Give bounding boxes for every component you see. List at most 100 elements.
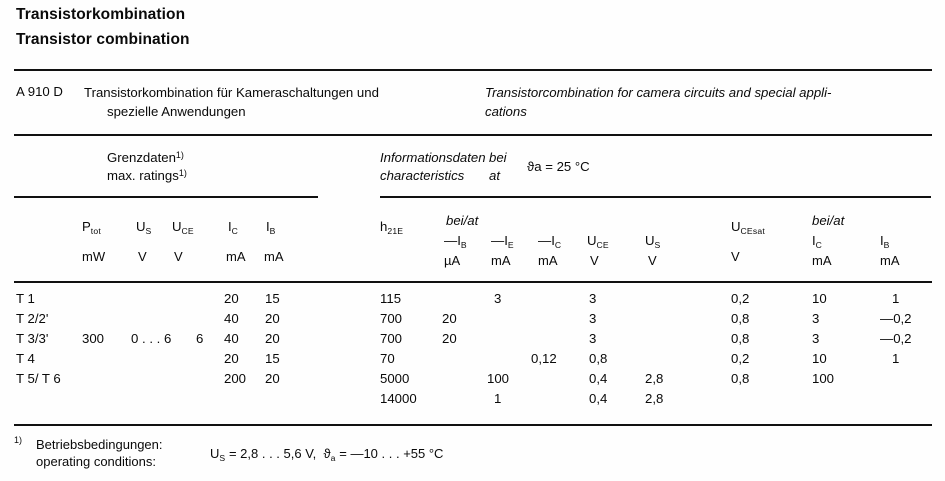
column-unit-cond-us: V xyxy=(648,253,657,268)
page-title-de: Transistorkombination xyxy=(16,6,186,23)
column-header-uce: UCE xyxy=(172,219,194,236)
symbol-sub: B xyxy=(460,239,467,250)
table-row-label: T 1 xyxy=(16,291,35,306)
rule-below-description xyxy=(14,134,932,136)
column-header-ptot: Ptot xyxy=(82,219,101,236)
cell-ic: 40 xyxy=(224,311,239,326)
type-number: A 910 D xyxy=(16,84,63,99)
symbol-sub: CE xyxy=(596,239,609,250)
cell-sat-ib: —0,2 xyxy=(880,311,912,326)
symbol-base: U xyxy=(645,233,655,248)
cell-ucesat: 0,8 xyxy=(731,371,750,386)
cell-h21e: 14000 xyxy=(380,391,417,406)
table-row-label: T 5/ T 6 xyxy=(16,371,61,386)
cell-ucesat: 0,2 xyxy=(731,291,750,306)
cell-sat-ic: 100 xyxy=(812,371,835,386)
cell-cond-ib: 20 xyxy=(442,311,457,326)
rule-below-data xyxy=(14,424,932,426)
symbol-base: —I xyxy=(491,233,508,248)
cell-cond-ic: 0,12 xyxy=(531,351,557,366)
cell-ib: 20 xyxy=(265,331,280,346)
description-de-line2: spezielle Anwendungen xyxy=(107,104,246,119)
cell-ic: 40 xyxy=(224,331,239,346)
group-header-characteristics-en: characteristics xyxy=(380,168,465,183)
symbol-base: U xyxy=(731,219,741,234)
group-header-at: at xyxy=(489,168,500,183)
column-unit-us: V xyxy=(138,249,147,264)
column-unit-cond-uce: V xyxy=(590,253,599,268)
symbol-sub: C xyxy=(231,225,239,236)
footnote-value-subscript: S xyxy=(219,452,226,463)
symbol-base: U xyxy=(587,233,597,248)
group-header-limits-en: max. ratings1) xyxy=(107,167,187,186)
symbol-base: U xyxy=(136,219,146,234)
cell-cond-uce: 0,4 xyxy=(589,391,608,406)
footnote-temp-subscript: a xyxy=(330,452,336,463)
cell-sat-ic: 10 xyxy=(812,351,827,366)
cell-cond-us: 2,8 xyxy=(645,371,664,386)
description-en-line1: Transistorcombination for camera circuit… xyxy=(485,85,832,100)
cell-ib: 20 xyxy=(265,371,280,386)
cell-sat-ic: 10 xyxy=(812,291,827,306)
cell-uce-merged: 6 xyxy=(196,331,204,346)
cell-ic: 200 xyxy=(224,371,247,386)
symbol-sub: CE xyxy=(181,225,194,236)
symbol-base: I xyxy=(228,219,232,234)
cell-h21e: 70 xyxy=(380,351,395,366)
column-unit-ib: mA xyxy=(264,249,284,264)
column-header-cond-ie: —IE xyxy=(491,233,514,250)
footnote-marker-limits-de: 1) xyxy=(175,150,184,160)
column-header-sat-ib: IB xyxy=(880,233,890,250)
symbol-sub: B xyxy=(269,225,276,236)
table-row-label: T 3/3' xyxy=(16,331,49,346)
column-header-cond-ib: —IB xyxy=(444,233,467,250)
column-header-cond-ic: —IC xyxy=(538,233,561,250)
symbol-base: —I xyxy=(444,233,461,248)
description-de-line1: Transistorkombination für Kameraschaltun… xyxy=(84,85,379,100)
table-row-label: T 2/2' xyxy=(16,311,49,326)
column-unit-sat-ib: mA xyxy=(880,253,900,268)
column-unit-cond-ie: mA xyxy=(491,253,511,268)
footnote-value-symbol: U xyxy=(210,446,220,461)
cell-sat-ic: 3 xyxy=(812,331,820,346)
cell-cond-uce: 0,4 xyxy=(589,371,608,386)
symbol-base: U xyxy=(172,219,182,234)
cell-cond-ie: 3 xyxy=(494,291,502,306)
symbol-sub: tot xyxy=(90,225,101,236)
footnote-value: US = 2,8 . . . 5,6 V, ϑa = —10 . . . +55… xyxy=(210,445,443,464)
column-unit-ucesat: V xyxy=(731,249,740,264)
cell-cond-us: 2,8 xyxy=(645,391,664,406)
cell-ib: 20 xyxy=(265,311,280,326)
group-header-limits-de-label: Grenzdaten xyxy=(107,150,176,165)
cell-cond-uce: 0,8 xyxy=(589,351,608,366)
cell-ptot-merged: 300 xyxy=(82,331,105,346)
cell-cond-ie: 100 xyxy=(487,371,510,386)
column-header-us: US xyxy=(136,219,152,236)
symbol-sub: S xyxy=(654,239,661,250)
cell-us-merged: 0 . . . 6 xyxy=(131,331,172,346)
column-header-ib: IB xyxy=(266,219,276,236)
cell-cond-uce: 3 xyxy=(589,311,597,326)
group-header-limits-de: Grenzdaten1) xyxy=(107,149,184,168)
table-row-label: T 4 xyxy=(16,351,35,366)
cell-cond-ie: 1 xyxy=(494,391,502,406)
symbol-base: I xyxy=(266,219,270,234)
column-header-cond-uce: UCE xyxy=(587,233,609,250)
symbol-base: h xyxy=(380,219,388,234)
column-header-sat-ic: IC xyxy=(812,233,823,250)
rule-limits-group xyxy=(14,196,318,198)
footnote-label-en: operating conditions: xyxy=(36,454,156,469)
rule-characteristics-group xyxy=(380,196,931,198)
cell-ucesat: 0,2 xyxy=(731,351,750,366)
column-header-h21e: h21E xyxy=(380,219,404,236)
symbol-base: —I xyxy=(538,233,555,248)
cell-h21e: 5000 xyxy=(380,371,410,386)
bei-at-label-1: bei/at xyxy=(446,213,479,228)
symbol-sub: S xyxy=(145,225,152,236)
symbol-sub: C xyxy=(815,239,823,250)
symbol-sub: 21E xyxy=(387,225,404,236)
column-unit-ic: mA xyxy=(226,249,246,264)
cell-sat-ib: 1 xyxy=(892,291,900,306)
cell-h21e: 700 xyxy=(380,311,403,326)
